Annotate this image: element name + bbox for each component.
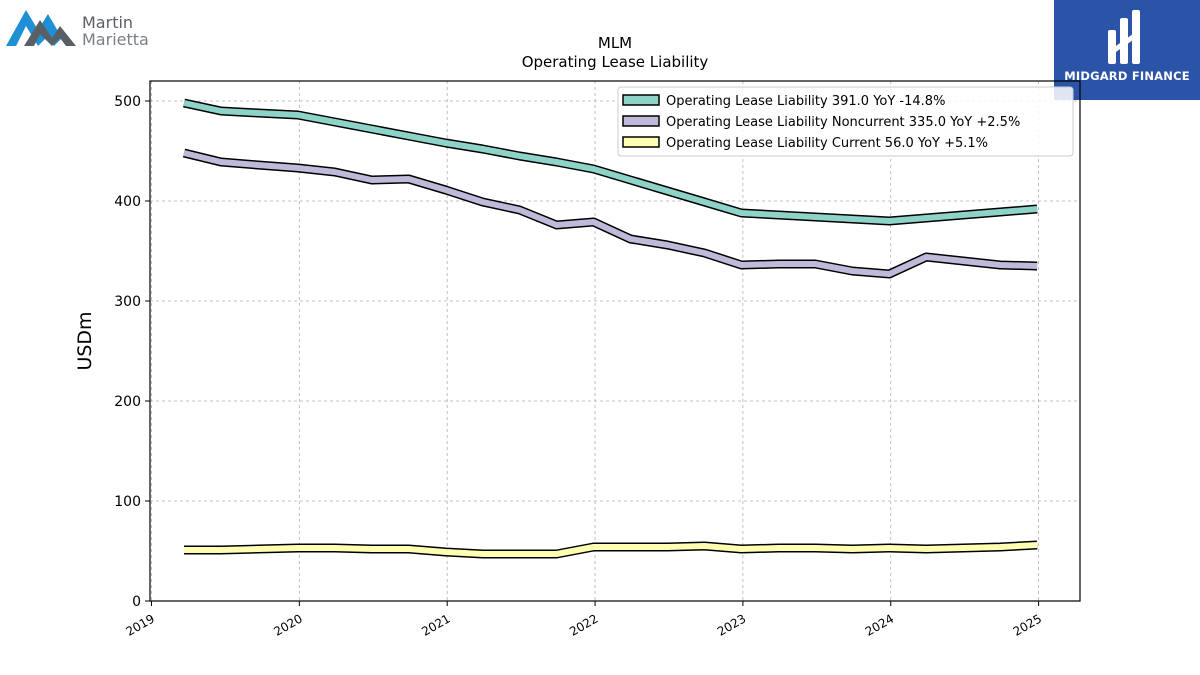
y-tick-label: 100 <box>114 494 141 510</box>
grid <box>150 81 1080 602</box>
axis-ticks: 0 100 200 300 400 500 2019 2020 2021 2022 2023 2024… <box>114 94 1044 639</box>
x-tick-label: 2020 <box>271 611 304 638</box>
series-lines <box>182 98 1038 559</box>
chart-title: MLM <box>598 34 632 52</box>
legend-entry: Operating Lease Liability 391.0 YoY -14.… <box>666 94 945 109</box>
legend: Operating Lease Liability 391.0 YoY -14.… <box>617 86 1074 157</box>
badge-label: MIDGARD FINANCE <box>1064 69 1190 83</box>
series-stroke <box>183 100 1038 224</box>
plot-frame <box>149 80 1081 602</box>
company-name-line2: Marietta <box>82 30 149 49</box>
legend-swatch <box>622 136 660 148</box>
y-tick-label: 400 <box>114 194 141 210</box>
midgard-finance-badge: MIDGARD FINANCE <box>1054 0 1200 100</box>
y-tick-label: 200 <box>114 394 141 410</box>
legend-swatch <box>622 94 660 106</box>
company-name: Martin Marietta <box>82 14 149 48</box>
x-tick-label: 2025 <box>1011 611 1044 638</box>
series-stroke <box>183 150 1038 277</box>
series-line <box>182 148 1038 279</box>
x-tick-label: 2024 <box>863 611 896 638</box>
series-stroke <box>184 542 1038 557</box>
legend-box <box>617 86 1074 157</box>
series-line <box>184 540 1038 559</box>
x-tick-label: 2023 <box>715 611 748 638</box>
chart-subtitle: Operating Lease Liability <box>522 53 709 71</box>
legend-entry: Operating Lease Liability Current 56.0 Y… <box>666 136 988 151</box>
x-tick-label: 2022 <box>567 611 600 638</box>
company-logo: Martin Marietta <box>4 4 164 52</box>
legend-swatch <box>622 115 660 127</box>
legend-entry: Operating Lease Liability Noncurrent 335… <box>666 115 1020 130</box>
company-name-line1: Martin <box>82 13 134 32</box>
x-tick-label: 2019 <box>124 611 157 638</box>
midgard-logo-icon <box>1108 10 1140 64</box>
mountain-logo-icon <box>6 10 76 46</box>
y-tick-label: 500 <box>114 94 141 110</box>
series-line <box>183 98 1038 226</box>
y-tick-label: 300 <box>114 294 141 310</box>
x-tick-label: 2021 <box>419 611 452 638</box>
y-axis-label: USDm <box>74 311 96 370</box>
y-tick-label: 0 <box>132 594 141 610</box>
